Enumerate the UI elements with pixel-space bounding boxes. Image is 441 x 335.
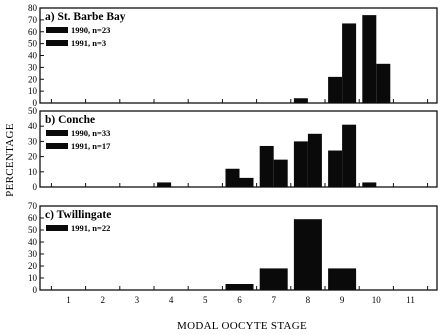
x-tick-label: 5: [203, 295, 208, 305]
y-tick-label: 60: [28, 213, 38, 223]
y-tick-label: 40: [28, 121, 38, 131]
y-tick-label: 50: [28, 39, 38, 49]
y-tick-label: 0: [33, 182, 38, 192]
x-tick-label: 4: [169, 295, 174, 305]
bar-stage-9-series-1: [328, 76, 343, 103]
bar-stage-10-series-1: [362, 182, 377, 187]
y-tick-label: 30: [28, 249, 38, 259]
bar-stage-6-series-2: [239, 177, 254, 187]
bar-stage-8-series-1: [293, 98, 308, 103]
panel-3: 0 10 20 30 40 50 60 70 c) Twillingate 1991, n=22 1…: [28, 201, 438, 305]
y-tick-label: 70: [28, 201, 38, 211]
x-tick-label: 3: [135, 295, 140, 305]
legend-label: 1991, n=3: [71, 38, 106, 48]
panel-2: 0 10 20 30 40 50 b) Conche 1990, n=33 1991, n=17: [28, 106, 438, 192]
legend-swatch: [46, 143, 68, 149]
legend-swatch: [46, 225, 68, 231]
y-tick-label: 20: [28, 261, 38, 271]
legend-swatch: [46, 27, 68, 33]
bar-stage-10-series-2: [376, 63, 391, 103]
y-tick-label: 70: [28, 15, 38, 25]
x-tick-label: 11: [406, 295, 415, 305]
y-tick-label: 0: [33, 285, 38, 295]
panel-title: c) Twillingate: [45, 209, 111, 221]
x-tick-label: 7: [271, 295, 276, 305]
bar-stage-10-series-1: [362, 15, 377, 103]
y-tick-label: 20: [28, 152, 38, 162]
y-tick-label: 60: [28, 27, 38, 37]
y-tick-label: 10: [28, 273, 38, 283]
legend-label: 1990, n=23: [71, 25, 110, 35]
y-tick-label: 40: [28, 237, 38, 247]
bar-stage-8-series-1: [293, 141, 308, 187]
y-tick-label: 50: [28, 106, 38, 116]
x-tick-label: 8: [306, 295, 311, 305]
y-axis-title: PERCENTAGE: [4, 123, 16, 197]
y-tick-label: 30: [28, 136, 38, 146]
y-tick-label: 30: [28, 62, 38, 72]
panel-title: b) Conche: [45, 114, 95, 126]
bar-stage-6-series-1: [225, 284, 254, 290]
bar-stage-7-series-1: [259, 268, 288, 290]
y-tick-label: 50: [28, 225, 38, 235]
y-tick-label: 10: [28, 167, 38, 177]
x-axis-title: MODAL OOCYTE STAGE: [177, 320, 307, 332]
bar-stage-7-series-1: [259, 145, 274, 187]
legend-label: 1990, n=33: [71, 128, 110, 138]
x-tick-label: 2: [100, 295, 105, 305]
bar-stage-4-series-1: [157, 182, 172, 187]
y-tick-label: 80: [28, 3, 38, 13]
x-tick-label: 1: [66, 295, 71, 305]
x-tick-label: 6: [237, 295, 242, 305]
bar-stage-9-series-2: [342, 124, 357, 187]
bar-stage-9-series-1: [328, 150, 343, 187]
x-tick-label: 10: [372, 295, 382, 305]
x-tick-label: 9: [340, 295, 345, 305]
legend-label: 1991, n=17: [71, 141, 111, 151]
y-tick-label: 20: [28, 74, 38, 84]
legend-swatch: [46, 40, 68, 46]
legend-swatch: [46, 130, 68, 136]
legend-label: 1991, n=22: [71, 223, 110, 233]
y-tick-label: 40: [28, 51, 38, 61]
bar-stage-6-series-1: [225, 168, 240, 187]
bar-stage-8-series-2: [307, 133, 322, 187]
y-tick-label: 10: [28, 86, 38, 96]
bar-stage-9-series-1: [328, 268, 357, 290]
bar-stage-9-series-2: [342, 23, 357, 103]
y-tick-label: 0: [33, 98, 38, 108]
panel-title: a) St. Barbe Bay: [45, 11, 126, 23]
bar-stage-8-series-1: [293, 219, 322, 290]
bar-stage-7-series-2: [273, 159, 288, 187]
